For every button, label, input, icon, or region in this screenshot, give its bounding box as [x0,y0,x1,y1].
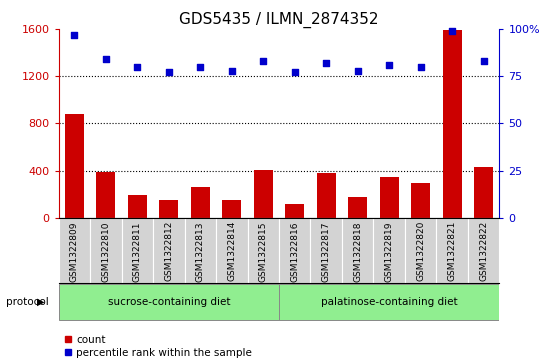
Text: GSM1322811: GSM1322811 [133,221,142,282]
Bar [405,218,436,283]
Bar [59,218,90,283]
Bar [279,284,499,321]
Bar [310,218,342,283]
Bar [122,218,153,283]
Bar [279,218,310,283]
Point [416,64,425,70]
Point [259,58,268,64]
Point [165,70,174,76]
Bar [160,200,178,218]
Bar [153,218,185,283]
Point [70,32,79,38]
Text: GSM1322819: GSM1322819 [384,221,394,282]
Text: GSM1322809: GSM1322809 [70,221,79,282]
Bar [65,114,84,218]
Bar [380,176,398,218]
Bar [468,218,499,283]
Bar [128,195,147,218]
Text: ▶: ▶ [37,297,45,307]
Bar [317,173,336,218]
Text: GSM1322818: GSM1322818 [353,221,362,282]
Text: GSM1322822: GSM1322822 [479,221,488,281]
Bar [442,30,461,218]
Text: GSM1322813: GSM1322813 [196,221,205,282]
Bar [185,218,216,283]
Text: GSM1322815: GSM1322815 [259,221,268,282]
Point [448,28,456,34]
Text: GSM1322812: GSM1322812 [164,221,174,281]
Point [102,56,110,62]
Title: GDS5435 / ILMN_2874352: GDS5435 / ILMN_2874352 [179,12,379,28]
Point [290,70,299,76]
Text: GSM1322820: GSM1322820 [416,221,425,281]
Legend: count, percentile rank within the sample: count, percentile rank within the sample [64,335,252,358]
Point [479,58,488,64]
Text: sucrose-containing diet: sucrose-containing diet [108,297,230,307]
Bar [348,197,367,218]
Text: GSM1322817: GSM1322817 [322,221,331,282]
Point [227,68,236,73]
Bar [216,218,248,283]
Bar [411,183,430,218]
Point [353,68,362,73]
Point [133,64,142,70]
Bar [474,167,493,218]
Bar [191,187,210,218]
Bar [90,218,122,283]
Point [385,62,394,68]
Text: GSM1322814: GSM1322814 [227,221,236,281]
Point [322,60,331,66]
Text: GSM1322816: GSM1322816 [290,221,299,282]
Text: palatinose-containing diet: palatinose-containing diet [321,297,458,307]
Bar [254,170,273,218]
Bar [59,284,279,321]
Bar [285,204,304,218]
Bar [342,218,373,283]
Bar [373,218,405,283]
Text: GSM1322810: GSM1322810 [102,221,110,282]
Bar [97,172,116,218]
Bar [436,218,468,283]
Text: protocol: protocol [6,297,49,307]
Bar [248,218,279,283]
Bar [222,200,241,218]
Text: GSM1322821: GSM1322821 [448,221,456,281]
Point [196,64,205,70]
